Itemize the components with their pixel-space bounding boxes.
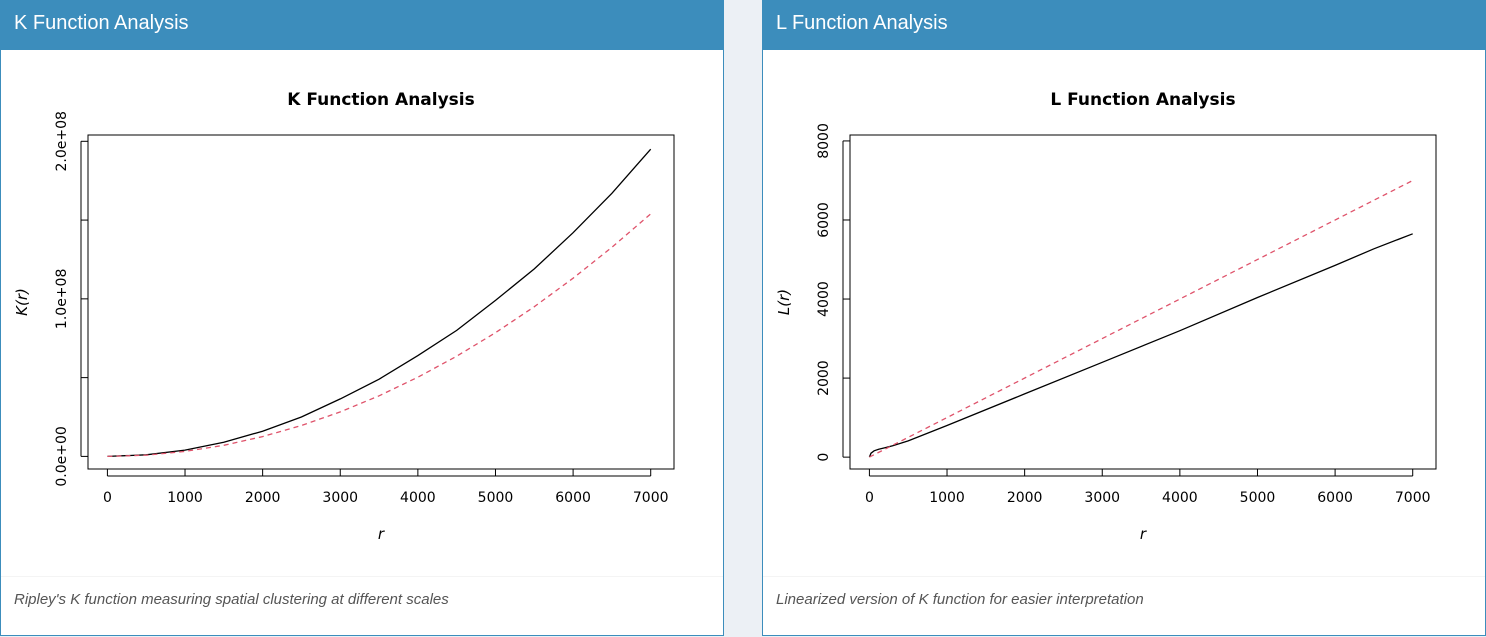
- x-axis-label: r: [1140, 525, 1147, 543]
- y-tick-label: 4000: [816, 281, 832, 317]
- x-tick-label: 1000: [167, 490, 203, 506]
- y-tick-label: 0: [816, 453, 832, 462]
- y-tick-label: 8000: [816, 123, 832, 159]
- x-tick-label: 3000: [1084, 490, 1120, 506]
- theoretical-curve: [869, 179, 1413, 458]
- chart-title: L Function Analysis: [1050, 90, 1235, 110]
- y-tick-label: 0.0e+00: [54, 426, 70, 486]
- x-tick-label: 4000: [1162, 490, 1198, 506]
- x-tick-label: 7000: [633, 490, 669, 506]
- theoretical-curve: [107, 213, 652, 458]
- l-panel-footer: Linearized version of K function for eas…: [763, 576, 1485, 636]
- plot-frame: [87, 134, 675, 470]
- x-tick-label: 1000: [929, 490, 965, 506]
- observed-curve: [107, 148, 652, 458]
- y-tick-label: 2000: [816, 360, 832, 396]
- k-function-panel: K Function Analysis K Function Analysis 0…: [0, 0, 724, 636]
- y-axis-label: L(r): [775, 289, 793, 315]
- x-tick-label: 7000: [1395, 490, 1431, 506]
- l-function-chart: L Function Analysis 0 1000 2000 3000 4000 5000…: [775, 90, 1437, 543]
- x-tick-label: 6000: [1317, 490, 1353, 506]
- k-function-chart: K Function Analysis 0 1000 2000 3000 4000 5000…: [13, 90, 675, 543]
- x-tick-label: 5000: [478, 490, 514, 506]
- observed-curve: [868, 233, 1413, 458]
- k-panel-header: K Function Analysis: [1, 0, 723, 50]
- x-tick-label: 5000: [1240, 490, 1276, 506]
- y-tick-label: 1.0e+08: [54, 269, 70, 329]
- chart-title: K Function Analysis: [287, 90, 475, 110]
- k-panel-footer: Ripley's K function measuring spatial cl…: [1, 576, 723, 636]
- l-function-panel: L Function Analysis L Function Analysis 0…: [762, 0, 1486, 636]
- y-axis-label: K(r): [13, 288, 31, 316]
- x-tick-label: 4000: [400, 490, 436, 506]
- y-tick-label: 6000: [816, 202, 832, 238]
- x-tick-label: 0: [865, 490, 874, 506]
- plot-frame: [849, 134, 1437, 470]
- x-tick-label: 0: [103, 490, 112, 506]
- x-tick-label: 3000: [322, 490, 358, 506]
- x-tick-label: 2000: [245, 490, 281, 506]
- x-tick-label: 6000: [555, 490, 591, 506]
- x-tick-label: 2000: [1007, 490, 1043, 506]
- y-tick-label: 2.0e+08: [54, 111, 70, 171]
- x-axis-label: r: [378, 525, 385, 543]
- l-panel-header: L Function Analysis: [763, 0, 1485, 50]
